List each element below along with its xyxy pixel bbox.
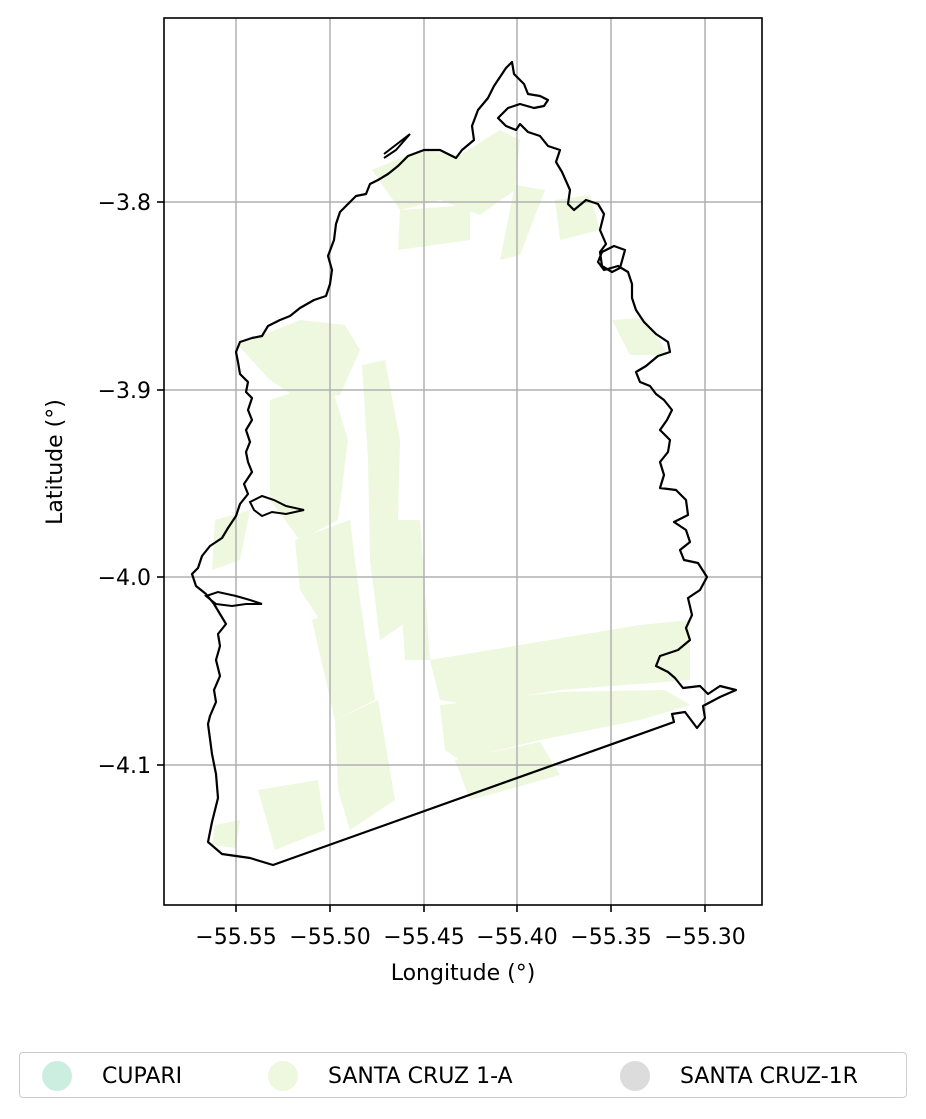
plot-frame: [163, 17, 763, 906]
x-tick-label: −55.35: [570, 925, 651, 950]
legend-item-cupari: CUPARI: [42, 1053, 182, 1099]
legend: CUPARI SANTA CRUZ 1-A SANTA CRUZ-1R: [19, 1052, 907, 1098]
legend-label: SANTA CRUZ 1-A: [328, 1063, 513, 1089]
x-axis-title: Longitude (°): [391, 961, 536, 986]
legend-item-santa-cruz-1r: SANTA CRUZ-1R: [620, 1053, 858, 1099]
area-boundary: [190, 60, 738, 867]
y-ticks: [157, 201, 164, 766]
x-tick-label: −55.50: [289, 925, 370, 950]
x-tick-label: −55.55: [195, 925, 276, 950]
y-tick-label: −3.9: [98, 379, 151, 404]
x-tick-label: −55.45: [383, 925, 464, 950]
coast-inlet-lower: [203, 590, 263, 608]
x-tick-label: −55.40: [476, 925, 557, 950]
legend-label: SANTA CRUZ-1R: [680, 1063, 858, 1089]
legend-swatch-circle-icon: [42, 1061, 72, 1091]
coast-inlet-middle: [248, 494, 305, 518]
x-ticks: [235, 905, 706, 912]
legend-item-santa-cruz-1a: SANTA CRUZ 1-A: [268, 1053, 513, 1099]
y-tick-label: −4.0: [98, 566, 151, 591]
legend-label: CUPARI: [102, 1063, 183, 1089]
x-tick-label: −55.30: [664, 925, 745, 950]
y-tick-label: −4.1: [98, 754, 151, 779]
coast-inlet-upper: [383, 133, 411, 159]
y-tick-label: −3.8: [98, 191, 151, 216]
legend-swatch-circle-icon: [620, 1061, 650, 1091]
y-axis-title: Latitude (°): [43, 399, 68, 525]
legend-swatch-circle-icon: [268, 1061, 298, 1091]
grid-lines: [164, 18, 762, 905]
